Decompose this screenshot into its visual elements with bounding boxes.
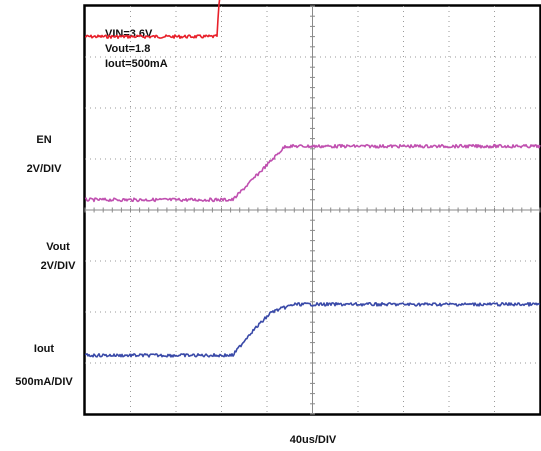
trace-iout [84, 301, 541, 358]
annotation-iout: Iout=500mA [105, 58, 168, 70]
en-channel-label: EN [36, 134, 51, 146]
traces [84, 0, 541, 358]
en-scale-label: 2V/DIV [27, 163, 63, 175]
annotation-vout: Vout=1.8 [105, 43, 150, 55]
grid [84, 5, 541, 415]
trace-vout [84, 143, 541, 203]
time-scale-label: 40us/DIV [290, 434, 337, 446]
vout-channel-label: Vout [46, 241, 70, 253]
trace-en [84, 0, 221, 40]
iout-scale-label: 500mA/DIV [15, 376, 73, 388]
annotation-vin: VIN=3.6V [105, 28, 153, 40]
iout-channel-label: Iout [34, 343, 54, 355]
vout-scale-label: 2V/DIV [41, 260, 77, 272]
